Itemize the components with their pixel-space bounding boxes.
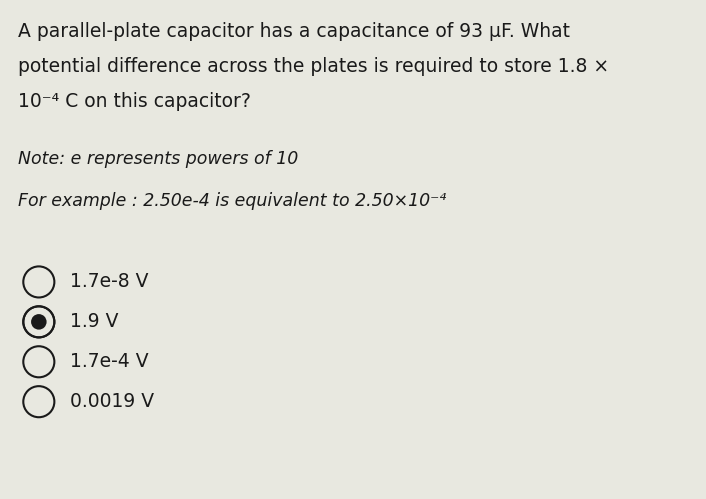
- Text: Note: e represents powers of 10: Note: e represents powers of 10: [18, 150, 298, 168]
- Text: 1.7e-4 V: 1.7e-4 V: [70, 352, 148, 371]
- Text: A parallel-plate capacitor has a capacitance of 93 μF. What: A parallel-plate capacitor has a capacit…: [18, 22, 570, 41]
- Text: potential difference across the plates is required to store 1.8 ×: potential difference across the plates i…: [18, 57, 609, 76]
- Text: 1.9 V: 1.9 V: [70, 312, 119, 331]
- Ellipse shape: [31, 314, 47, 330]
- Text: 0.0019 V: 0.0019 V: [70, 392, 154, 411]
- Text: 1.7e-8 V: 1.7e-8 V: [70, 272, 148, 291]
- Text: 10⁻⁴ C on this capacitor?: 10⁻⁴ C on this capacitor?: [18, 92, 251, 111]
- Text: For example : 2.50e-4 is equivalent to 2.50×10⁻⁴: For example : 2.50e-4 is equivalent to 2…: [18, 192, 446, 210]
